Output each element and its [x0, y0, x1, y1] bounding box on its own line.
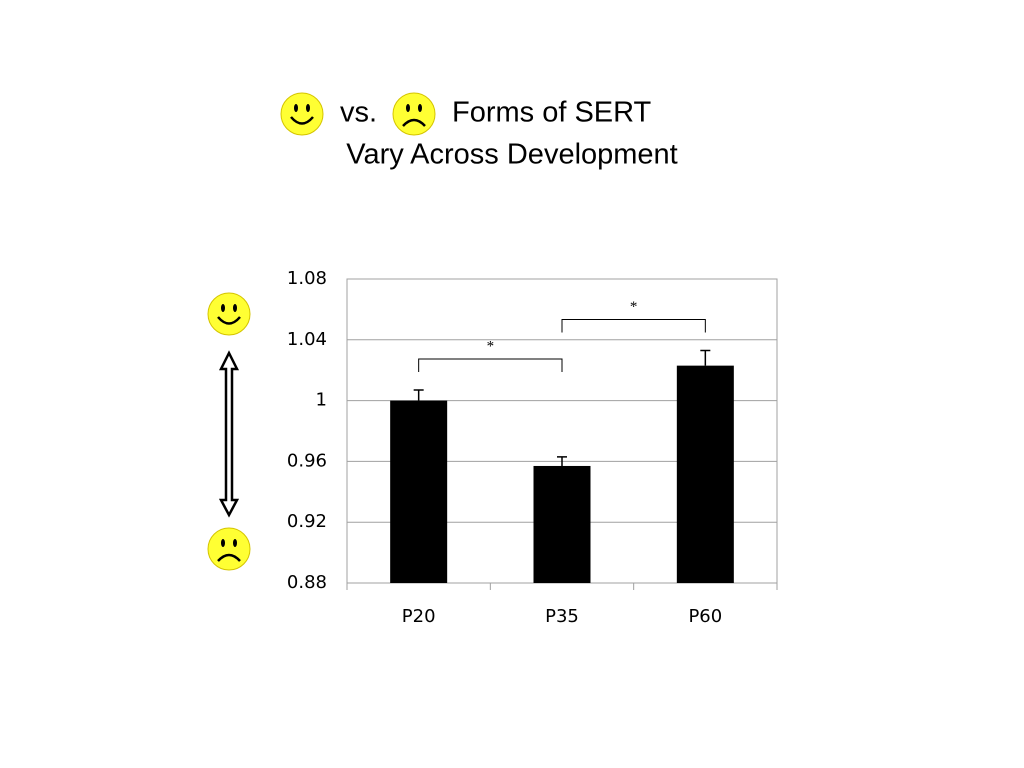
double-arrow — [218, 350, 240, 518]
y-tick-label: 1 — [316, 390, 327, 411]
chart-title: Forms of SERT — [452, 97, 652, 129]
significance-label: * — [630, 299, 638, 315]
bar — [390, 400, 448, 583]
significance-bracket — [418, 358, 563, 372]
happy-face-icon — [279, 91, 325, 137]
bar — [533, 465, 591, 583]
error-bar — [413, 389, 424, 401]
happy-face-icon — [206, 291, 252, 337]
sad-face-icon — [391, 91, 437, 137]
bar — [676, 365, 734, 583]
x-tick-label: P20 — [402, 606, 436, 627]
x-tick-label: P35 — [545, 606, 579, 627]
error-bar — [557, 456, 567, 466]
significance-label: * — [487, 338, 495, 354]
y-tick-label: 0.88 — [287, 572, 327, 593]
y-tick-label: 1.04 — [287, 329, 327, 350]
y-tick-label: 0.92 — [287, 511, 327, 532]
chart-title: Vary Across Development — [346, 139, 678, 171]
error-bar — [700, 349, 711, 366]
sad-face-icon — [206, 526, 252, 572]
chart-title: vs. — [340, 97, 377, 129]
x-tick-label: P60 — [688, 606, 722, 627]
y-tick-label: 1.08 — [287, 268, 327, 289]
significance-bracket — [561, 318, 706, 333]
y-tick-label: 0.96 — [287, 450, 327, 471]
